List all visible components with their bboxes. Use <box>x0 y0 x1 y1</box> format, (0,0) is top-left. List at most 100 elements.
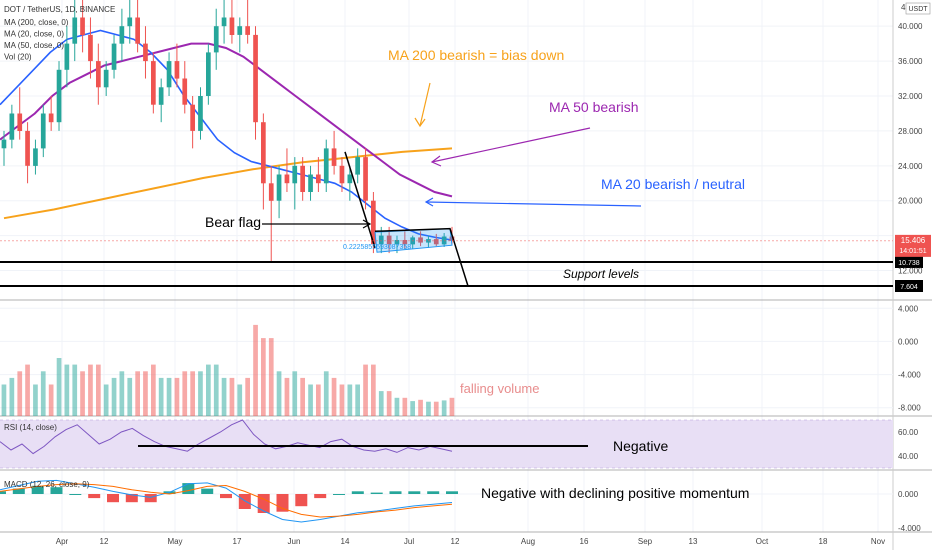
candle-body <box>88 34 93 62</box>
candle-body <box>284 174 290 184</box>
candle <box>237 17 243 53</box>
support-price-tag: 7.604 <box>895 280 923 292</box>
macd-histogram-bar <box>144 494 157 503</box>
candle-body <box>9 113 15 140</box>
x-tick-label: 18 <box>819 537 828 546</box>
annotation-bear-flag: Bear flag <box>205 214 261 230</box>
volume-bar <box>25 364 30 416</box>
candle <box>174 43 180 88</box>
candle <box>33 139 38 175</box>
rsi-line <box>0 419 453 455</box>
volume-bar <box>410 401 415 416</box>
x-tick-label: 16 <box>580 537 589 546</box>
volume-bar <box>276 371 282 416</box>
currency-badge-bg <box>905 2 931 15</box>
volume-bar <box>237 384 243 416</box>
last-price-tag: 15.406 14:01:51 <box>895 234 931 257</box>
volume-bar <box>56 358 62 416</box>
price-tick-label: 12.000 <box>898 267 923 276</box>
candle <box>213 8 219 70</box>
macd-histogram-bar <box>351 491 364 494</box>
volume-bar <box>1 384 7 416</box>
last-price-tag-bg <box>895 234 931 257</box>
annotation-volume: falling volume <box>460 381 540 396</box>
candle <box>111 34 117 79</box>
volume-bar <box>143 371 148 416</box>
x-tick-label: 13 <box>689 537 698 546</box>
volume-bar <box>135 371 140 416</box>
volume-bar <box>111 377 117 416</box>
volume-bar <box>331 377 337 416</box>
volume-bar <box>433 401 439 416</box>
candle <box>25 122 30 184</box>
x-tick-label: Apr <box>56 537 69 546</box>
volume-bar <box>96 364 101 416</box>
volume-bar <box>103 384 109 416</box>
candle-body <box>386 235 392 245</box>
candle-body <box>143 43 148 62</box>
macd-histogram-bar <box>389 491 402 494</box>
volume-bar <box>363 364 368 416</box>
arrow-ma50 <box>431 127 591 163</box>
candle <box>198 87 203 140</box>
volume-bar <box>72 364 78 416</box>
x-tick-label: Oct <box>756 537 769 546</box>
x-tick-label: Jun <box>288 537 301 546</box>
annotation-support: Support levels <box>563 267 639 281</box>
macd-histogram-bar <box>276 494 289 512</box>
x-tick-label: Jul <box>404 537 414 546</box>
x-tick-label: Sep <box>638 537 653 546</box>
candle <box>316 157 321 192</box>
volume-bar <box>88 364 93 416</box>
candle <box>300 157 305 201</box>
volume-bar <box>426 401 431 416</box>
volume-bar <box>48 384 54 416</box>
candle <box>323 139 329 192</box>
candle-body <box>316 174 321 184</box>
ma50-line <box>0 42 453 198</box>
x-tick-label: 17 <box>233 537 242 546</box>
volume-tick-label: 4.000 <box>898 304 919 313</box>
candle <box>119 8 125 62</box>
candle <box>433 233 439 247</box>
candle <box>229 0 235 44</box>
volume-bar <box>378 391 384 416</box>
candle <box>268 165 274 262</box>
candle <box>166 52 172 96</box>
price-tick-label: 36.000 <box>898 57 923 66</box>
candle-body <box>300 165 305 192</box>
price-tick-label: 24.000 <box>898 162 923 171</box>
macd-histogram-bar <box>50 487 63 494</box>
candle <box>103 61 109 96</box>
volume-bar <box>221 377 227 416</box>
candle-body <box>441 236 447 245</box>
currency-label: USDT <box>908 6 928 13</box>
candle <box>284 148 290 192</box>
candle-body <box>103 69 109 88</box>
volume-bar <box>316 384 321 416</box>
volume-bar <box>17 371 23 416</box>
candle-body <box>111 43 117 70</box>
volume-bar <box>449 397 455 416</box>
candle-body <box>394 240 400 245</box>
candle <box>355 148 360 184</box>
candle-body <box>33 148 38 166</box>
macd-legend: MACD (12, 26, close, 9) <box>4 480 90 489</box>
candle-body <box>174 61 180 79</box>
candle <box>363 148 368 210</box>
support-tag-bg <box>895 256 923 268</box>
candle <box>261 113 266 210</box>
candle-body <box>48 113 54 123</box>
candle-body <box>135 17 140 44</box>
volume-bar <box>245 377 250 416</box>
macd-histogram-bar <box>220 494 232 499</box>
candle-body <box>158 87 164 105</box>
candle-body <box>96 61 101 88</box>
candle <box>418 231 423 247</box>
macd-histogram-bar <box>201 488 214 494</box>
candle-body <box>347 174 353 184</box>
candle-body <box>449 236 455 241</box>
rsi-band <box>0 420 893 468</box>
macd-histogram-bar <box>69 494 82 495</box>
